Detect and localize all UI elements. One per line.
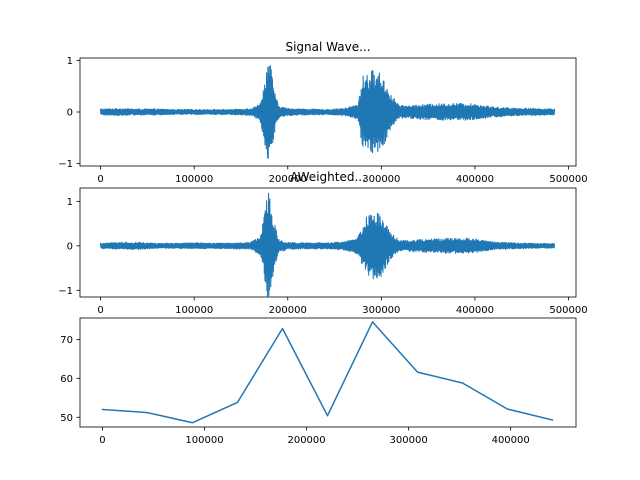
y-tick-label: 70 <box>60 335 73 346</box>
x-tick-label: 500000 <box>549 305 587 316</box>
chart-title-2: AWeighted... <box>290 170 366 184</box>
x-tick-label: 0 <box>99 435 105 446</box>
series-line-2-1 <box>99 192 556 297</box>
x-tick-label: 200000 <box>269 174 307 185</box>
y-tick-label: 0 <box>67 241 73 252</box>
y-tick-label: −1 <box>58 286 73 297</box>
y-tick-label: −1 <box>58 159 73 170</box>
y-tick-label: 1 <box>67 56 73 67</box>
x-tick-label: 200000 <box>269 305 307 316</box>
x-tick-label: 300000 <box>362 174 400 185</box>
x-tick-label: 500000 <box>549 174 587 185</box>
series-line-3-1 <box>101 321 554 424</box>
x-tick-label: 100000 <box>175 305 213 316</box>
chart-panel-2: AWeighted... 0 100000 200000 300000 400000 500… <box>58 170 587 316</box>
x-tick-label: 100000 <box>185 435 223 446</box>
axes-frame-2 <box>79 187 577 298</box>
x-tick-label: 400000 <box>456 305 494 316</box>
x-tick-label: 300000 <box>390 435 428 446</box>
chart-panel-1: Signal Wave... 0 100000 200000 300000 400000 5… <box>58 40 587 185</box>
chart-panel-3: 0 100000 200000 300000 400000 70 60 50 <box>60 317 577 446</box>
y-tick-label: 50 <box>60 413 73 424</box>
x-tick-label: 0 <box>97 305 103 316</box>
axes-frame-3 <box>79 317 577 428</box>
y-tick-label: 60 <box>60 374 73 385</box>
series-line-1-1 <box>100 65 556 160</box>
y-tick-label: 0 <box>67 108 73 119</box>
x-tick-label: 300000 <box>362 305 400 316</box>
x-tick-label: 400000 <box>492 435 530 446</box>
y-tick-label: 1 <box>67 197 73 208</box>
x-tick-label: 100000 <box>175 174 213 185</box>
x-tick-label: 0 <box>97 174 103 185</box>
chart-title-1: Signal Wave... <box>285 40 370 54</box>
x-tick-label: 200000 <box>287 435 325 446</box>
x-tick-label: 400000 <box>456 174 494 185</box>
